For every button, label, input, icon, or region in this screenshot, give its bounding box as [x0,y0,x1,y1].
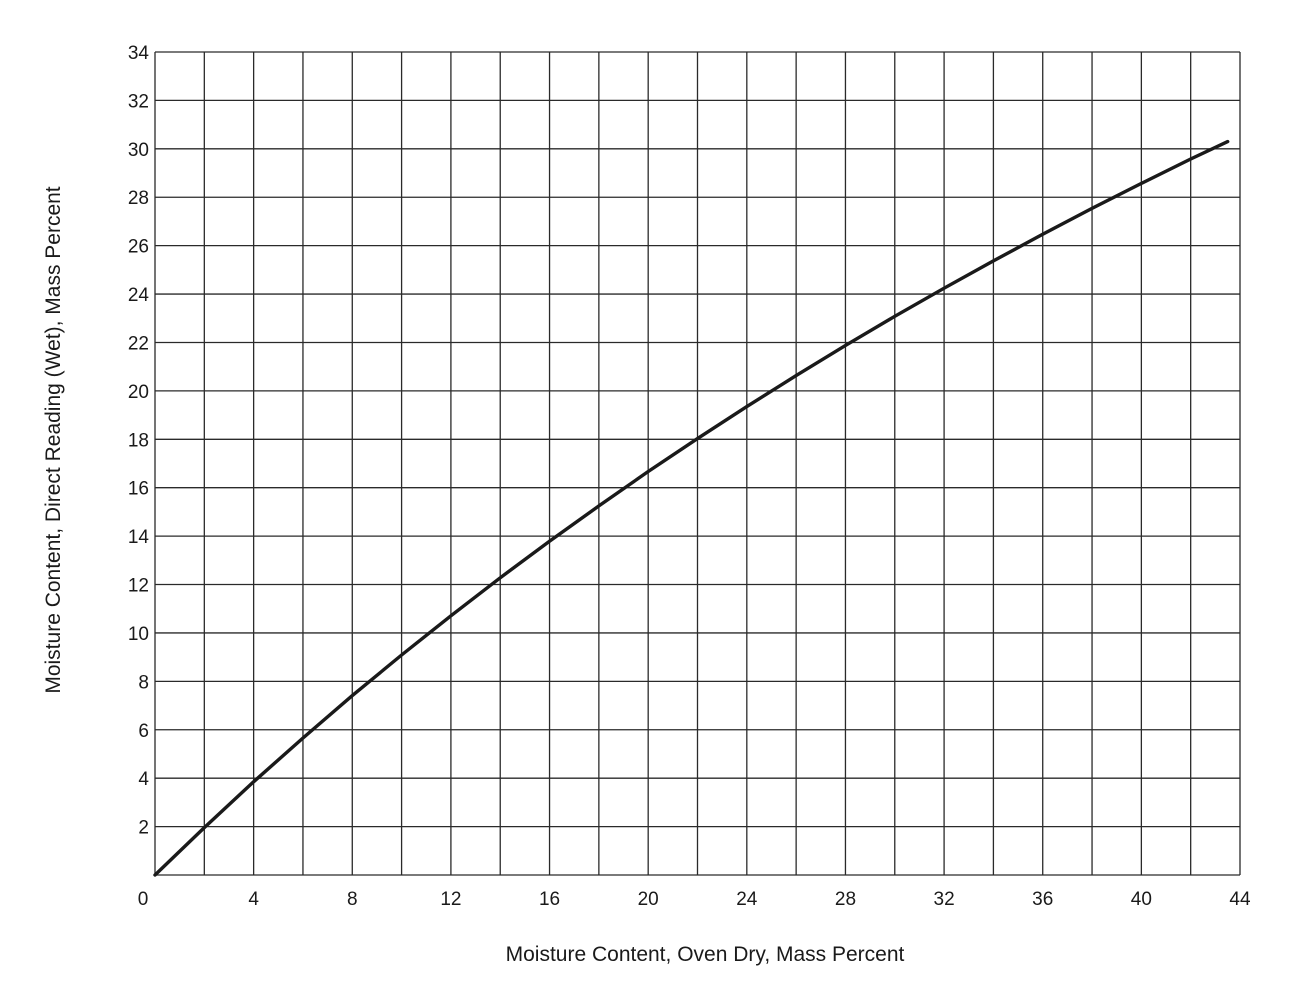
y-tick-label: 20 [128,382,149,403]
y-tick-label: 32 [128,91,149,112]
x-tick-label: 0 [138,889,149,910]
y-tick-label: 34 [128,43,150,64]
y-tick-label: 14 [128,527,150,548]
y-tick-label: 8 [138,672,149,693]
y-tick-label: 4 [138,769,149,790]
x-tick-label: 12 [440,889,461,910]
x-tick-label: 16 [539,889,560,910]
y-axis-title: Moisture Content, Direct Reading (Wet), … [42,186,65,693]
x-tick-label: 32 [934,889,955,910]
series-line [153,139,1230,877]
y-tick-label: 12 [128,576,149,597]
y-tick-label: 6 [138,721,149,742]
y-tick-label: 10 [128,624,149,645]
y-tick-label: 26 [128,237,149,258]
x-tick-label: 44 [1229,889,1251,910]
x-tick-label: 8 [347,889,358,910]
grid [154,51,1241,876]
y-tick-label: 24 [128,285,150,306]
x-tick-label: 20 [638,889,659,910]
x-tick-label: 4 [248,889,259,910]
y-tick-label: 2 [138,818,149,839]
y-tick-label: 28 [128,188,149,209]
x-tick-labels: 0 4 8 12 16 20 24 28 32 36 40 44 [138,889,1251,910]
x-tick-label: 36 [1032,889,1053,910]
x-tick-label: 24 [736,889,758,910]
x-tick-label: 40 [1131,889,1152,910]
series-layer [153,139,1230,877]
y-tick-label: 18 [128,430,149,451]
y-tick-label: 16 [128,479,149,500]
y-tick-label: 22 [128,333,149,354]
x-tick-label: 28 [835,889,856,910]
y-tick-label: 30 [128,140,149,161]
x-axis-title: Moisture Content, Oven Dry, Mass Percent [506,943,905,966]
